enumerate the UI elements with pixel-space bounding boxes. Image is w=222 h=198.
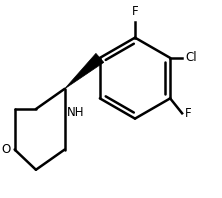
Text: O: O — [1, 143, 10, 156]
Text: F: F — [185, 107, 192, 120]
Text: Cl: Cl — [185, 51, 197, 64]
Text: NH: NH — [67, 106, 84, 119]
Polygon shape — [65, 53, 104, 89]
Text: F: F — [132, 6, 138, 18]
